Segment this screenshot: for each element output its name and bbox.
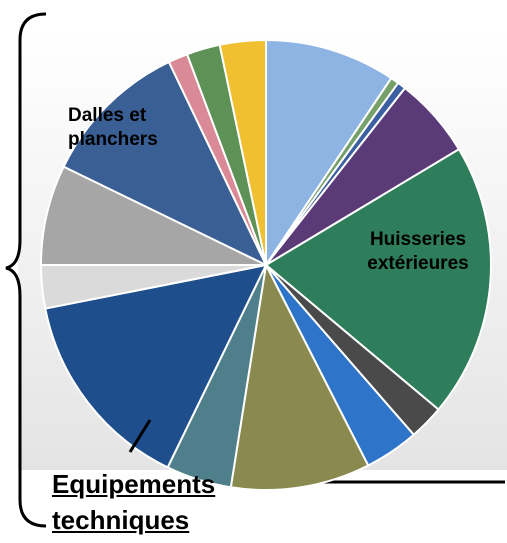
- slice-label: Huisseries extérieures: [367, 229, 469, 274]
- pie-slice: [44, 263, 268, 469]
- pie-slice: [218, 38, 267, 266]
- pie-slice: [39, 165, 267, 266]
- pie-slice: [264, 147, 492, 411]
- brace: [5, 12, 47, 528]
- pie-slice: [62, 60, 269, 268]
- slice-label: Dalles et planchers: [68, 105, 158, 150]
- pie-slice: [265, 38, 393, 269]
- slice-label: Equipements techniques: [52, 469, 216, 536]
- pie: [39, 38, 492, 491]
- leader-line: [128, 419, 152, 453]
- pie-slice: [229, 261, 370, 491]
